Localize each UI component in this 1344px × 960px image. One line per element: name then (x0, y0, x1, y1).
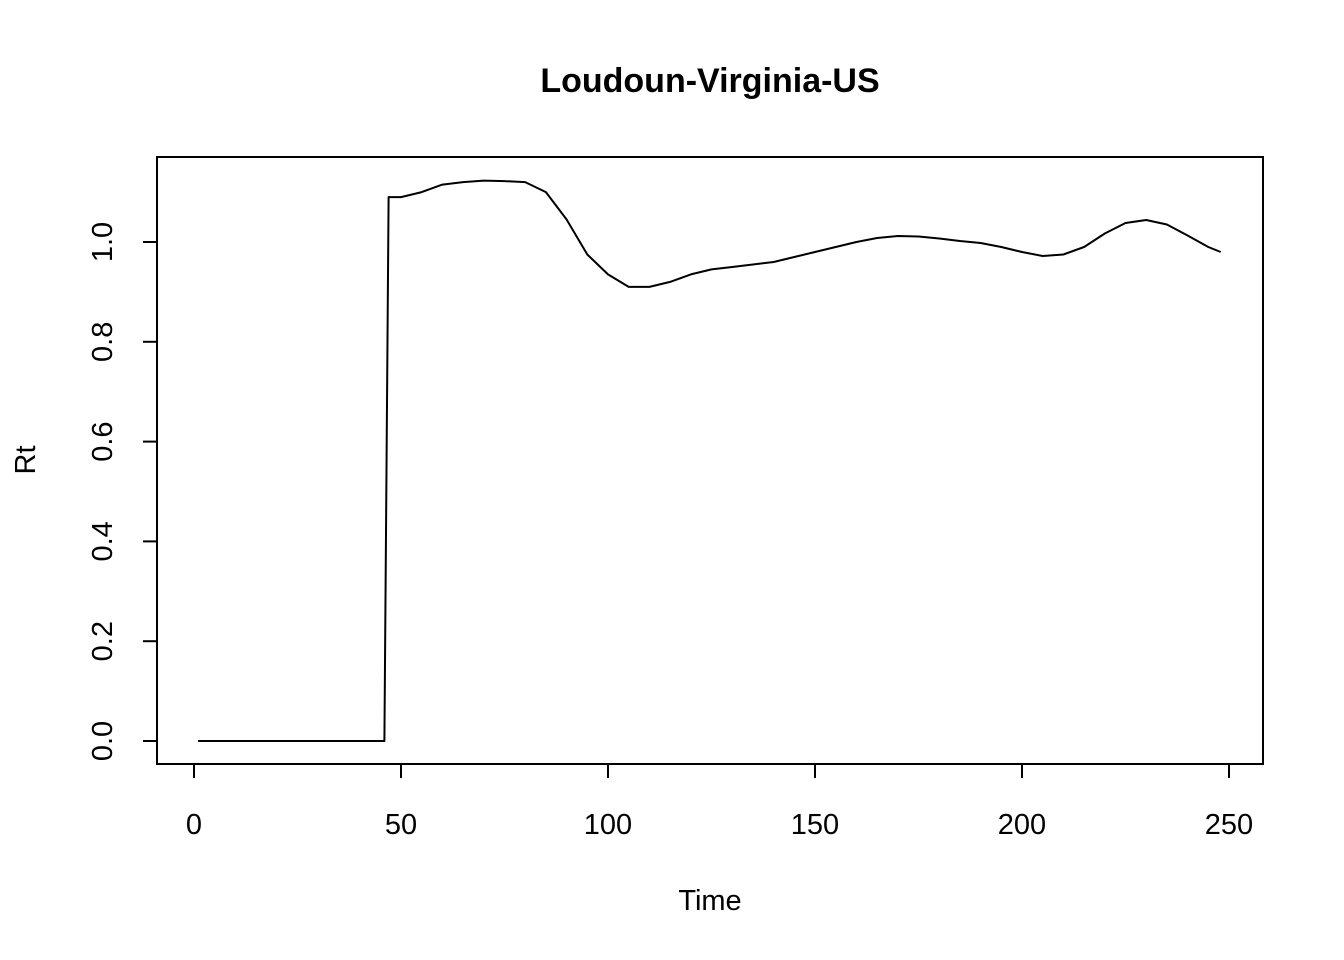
y-axis: 0.0 0.2 0.4 0.6 0.8 1.0 (87, 222, 157, 761)
y-tick-label: 0.4 (87, 521, 119, 561)
y-tick-label: 0.2 (87, 621, 119, 661)
y-tick-label: 0.6 (87, 421, 119, 461)
y-tick-label: 1.0 (87, 222, 119, 262)
x-axis-label: Time (678, 885, 741, 917)
x-tick-label: 200 (998, 809, 1046, 841)
y-axis-label: Rt (10, 446, 42, 475)
chart-title: Loudoun-Virginia-US (540, 62, 879, 100)
series-line (198, 179, 1222, 742)
x-tick-label: 150 (791, 809, 839, 841)
x-tick-label: 250 (1205, 809, 1253, 841)
y-tick-label: 0.0 (87, 721, 119, 761)
x-axis: 0 50 100 150 200 250 (186, 764, 1253, 841)
x-tick-label: 0 (186, 809, 202, 841)
x-tick-label: 50 (385, 809, 417, 841)
y-tick-label: 0.8 (87, 322, 119, 362)
plot-frame (156, 156, 1264, 765)
x-tick-label: 100 (584, 809, 632, 841)
